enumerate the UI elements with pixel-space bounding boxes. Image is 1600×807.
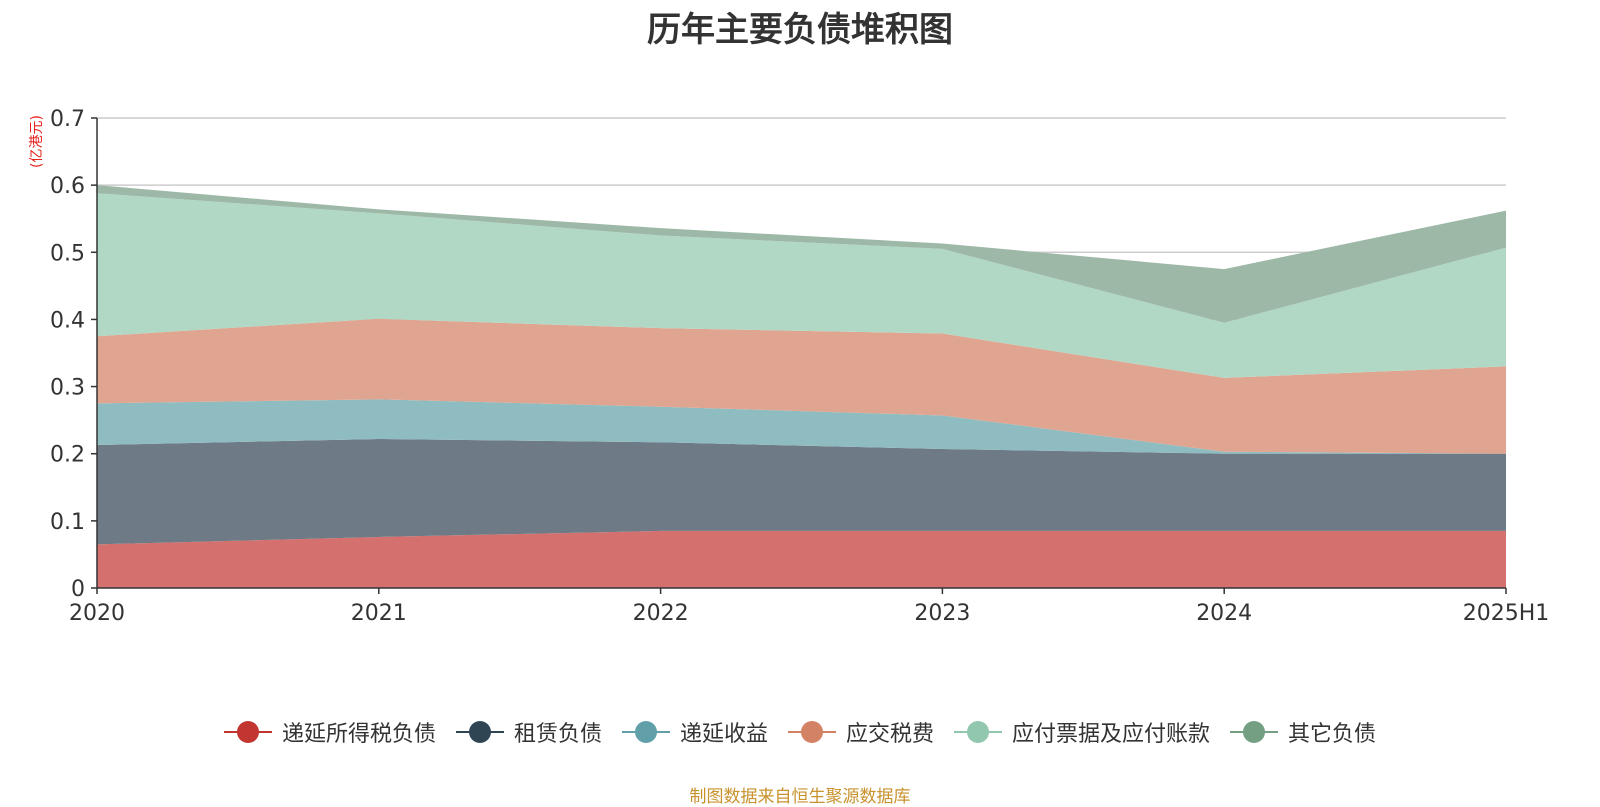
y-tick-label: 0.4 <box>50 308 85 333</box>
y-tick-label: 0.6 <box>50 174 85 199</box>
chart-title: 历年主要负债堆积图 <box>647 10 953 50</box>
legend-item-3[interactable]: 递延收益 <box>621 716 768 748</box>
y-tick-label: 0.3 <box>50 376 85 401</box>
legend-item-4[interactable]: 应交税费 <box>788 716 934 748</box>
legend-label: 递延收益 <box>679 722 768 747</box>
area-series-4 <box>97 318 1506 454</box>
legend-item-6[interactable]: 其它负债 <box>1230 716 1376 748</box>
legend-label: 递延所得税负债 <box>281 722 436 747</box>
data-source-footer: 制图数据来自恒生聚源数据库 <box>689 787 911 807</box>
legend-item-5[interactable]: 应付票据及应付账款 <box>954 716 1210 748</box>
legend-marker-icon <box>223 720 272 744</box>
area-series-3 <box>97 399 1506 454</box>
y-tick-label: 0.5 <box>50 241 85 266</box>
y-tick-label: 0.2 <box>50 443 85 468</box>
y-tick-label: 0 <box>71 577 85 602</box>
legend-marker-icon <box>954 720 1003 744</box>
legend-item-1[interactable]: 递延所得税负债 <box>223 716 436 748</box>
legend-marker-icon <box>621 720 670 744</box>
legend: 递延所得税负债 租赁负债 递延收益 应交税费 应付票据及应付账款 其它负债 <box>0 716 1600 748</box>
area-series-1 <box>97 530 1506 588</box>
legend-marker-icon <box>788 720 836 744</box>
x-tick-label: 2023 <box>914 601 970 626</box>
legend-marker-icon <box>455 720 504 744</box>
y-tick-label: 0.1 <box>50 510 85 535</box>
x-tick-label: 2021 <box>351 601 407 626</box>
area-series-2 <box>97 438 1506 545</box>
axes: 0 0.1 0.2 0.3 0.4 0.5 0.6 0.7 2020 2021 2022 2023 20… <box>50 107 1549 626</box>
x-tick-label: 2025H1 <box>1463 601 1550 626</box>
series-areas <box>97 185 1506 588</box>
x-tick-label: 2020 <box>69 601 125 626</box>
legend-label: 应交税费 <box>846 722 935 747</box>
legend-item-2[interactable]: 租赁负债 <box>455 716 602 748</box>
area-series-6 <box>97 185 1506 323</box>
legend-label: 其它负债 <box>1288 722 1377 747</box>
legend-label: 租赁负债 <box>513 722 602 747</box>
x-tick-label: 2022 <box>633 601 689 626</box>
area-series-5 <box>97 193 1506 378</box>
y-tick-label: 0.7 <box>50 107 85 132</box>
x-tick-label: 2024 <box>1196 601 1252 626</box>
legend-marker-icon <box>1230 720 1279 744</box>
legend-label: 应付票据及应付账款 <box>1012 722 1211 747</box>
